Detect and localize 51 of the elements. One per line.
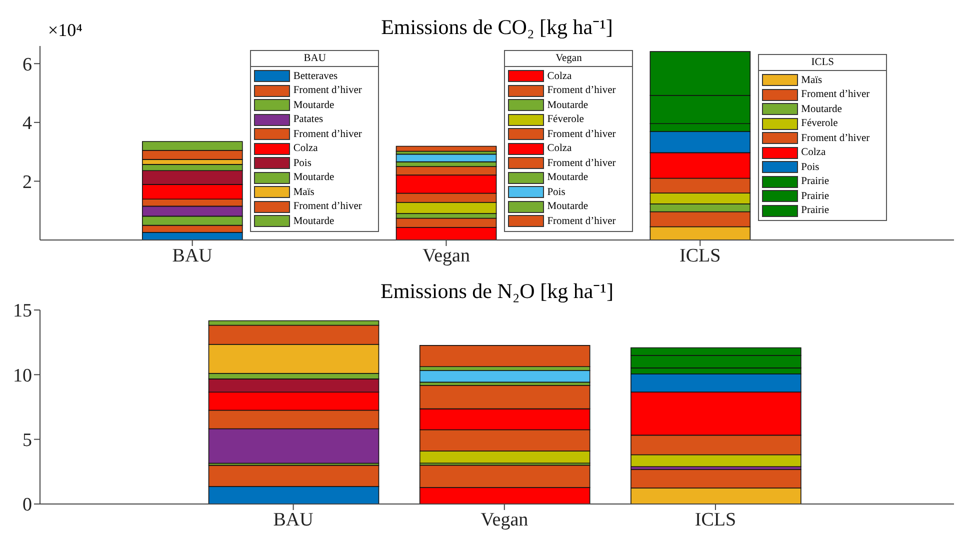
y-tick-label: 6 bbox=[22, 54, 32, 76]
legend-label: Froment d’hiver bbox=[547, 128, 616, 140]
legend-label: Féverole bbox=[547, 114, 584, 126]
legend-label: Colza bbox=[547, 70, 572, 82]
y-tick-label: 15 bbox=[13, 300, 32, 322]
legend-label: Froment d’hiver bbox=[293, 201, 362, 212]
legend-label: Prairie bbox=[801, 205, 830, 216]
legend-label: Froment d’hiver bbox=[801, 89, 870, 100]
y-tick-label: 5 bbox=[22, 430, 32, 452]
legend-label: Pois bbox=[293, 158, 312, 169]
legend-label: Colza bbox=[801, 147, 826, 158]
legend-heading: Vegan bbox=[505, 51, 632, 67]
legend-label: Froment d’hiver bbox=[801, 132, 870, 144]
chart-title: Emissions de CO₂ [kg ha⁻¹] bbox=[381, 15, 613, 39]
legend-label: Prairie bbox=[801, 176, 830, 188]
legend-label: Moutarde bbox=[547, 201, 588, 212]
legend-label: Maïs bbox=[293, 186, 314, 198]
legend-label: Moutarde bbox=[547, 172, 588, 184]
legend-label: Betteraves bbox=[293, 70, 338, 82]
legend-label: Froment d’hiver bbox=[547, 158, 616, 169]
y-tick-label: 0 bbox=[22, 494, 32, 516]
legend-label: Colza bbox=[547, 143, 572, 154]
x-tick-label: BAU bbox=[273, 509, 314, 530]
legend-label: Moutarde bbox=[293, 172, 334, 184]
legend-heading: BAU bbox=[251, 51, 378, 67]
legend-label: Pois bbox=[547, 186, 566, 198]
legend-label: Moutarde bbox=[293, 100, 334, 111]
legend-heading: ICLS bbox=[759, 55, 886, 71]
legend-label: Féverole bbox=[801, 118, 838, 130]
y-tick-label: 2 bbox=[22, 172, 32, 193]
legend-label: Moutarde bbox=[293, 216, 334, 227]
x-tick-label: ICLS bbox=[694, 509, 736, 530]
chart-title: Emissions de N₂O [kg ha⁻¹] bbox=[380, 278, 614, 304]
legend-label: Prairie bbox=[801, 190, 830, 202]
x-tick-label: BAU bbox=[172, 245, 213, 266]
legend-label: Froment d’hiver bbox=[547, 216, 616, 227]
legend-label: Froment d’hiver bbox=[547, 85, 616, 96]
legend-label: Patates bbox=[293, 114, 324, 126]
x-tick-label: ICLS bbox=[680, 245, 721, 266]
x-tick-label: Vegan bbox=[422, 245, 470, 266]
x-tick-label: Vegan bbox=[480, 509, 529, 530]
legend-label: Moutarde bbox=[547, 100, 588, 111]
legend-label: Froment d’hiver bbox=[293, 128, 362, 140]
legend-label: Colza bbox=[293, 143, 318, 154]
legend-label: Moutarde bbox=[801, 104, 842, 115]
legend-label: Pois bbox=[801, 162, 820, 173]
text: ×10⁴ bbox=[48, 20, 82, 41]
legend-label: Froment d’hiver bbox=[293, 85, 362, 96]
y-tick-label: 4 bbox=[22, 113, 32, 134]
y-tick-label: 10 bbox=[13, 365, 32, 386]
legend-label: Maïs bbox=[801, 74, 822, 86]
